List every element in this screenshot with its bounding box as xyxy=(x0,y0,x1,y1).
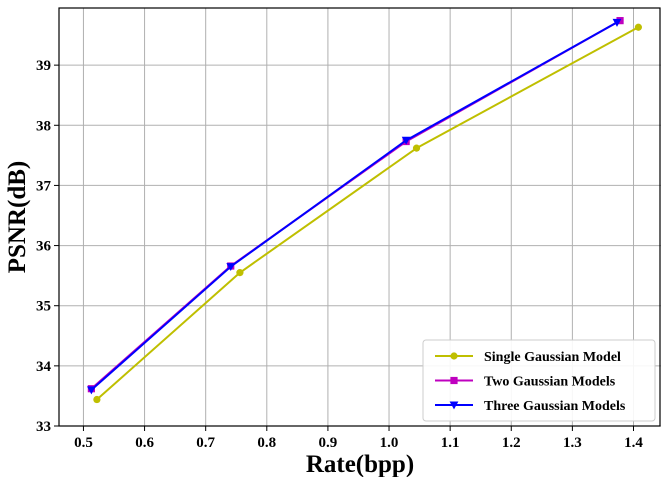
legend-marker xyxy=(450,376,458,385)
x-tick-label: 1.1 xyxy=(441,435,460,451)
series-layer xyxy=(86,17,642,404)
legend-label: Two Gaussian Models xyxy=(484,375,616,390)
y-tick-label: 37 xyxy=(36,178,52,194)
x-tick-label: 1.4 xyxy=(624,435,643,451)
legend-label: Single Gaussian Model xyxy=(484,350,621,365)
legend-marker xyxy=(449,401,459,410)
x-tick-label: 1.0 xyxy=(380,435,399,451)
legend-label: Three Gaussian Models xyxy=(484,399,626,414)
x-tick-label: 1.2 xyxy=(502,435,521,451)
x-axis-label: Rate(bpp) xyxy=(306,451,414,477)
data-point xyxy=(401,136,411,145)
x-tick-label: 0.8 xyxy=(257,435,276,451)
plot-frame xyxy=(58,7,661,427)
y-tick-label: 39 xyxy=(36,58,51,74)
x-tick-label: 0.6 xyxy=(135,435,154,451)
data-point xyxy=(634,23,642,31)
series-1 xyxy=(93,23,642,404)
legend-box xyxy=(422,339,656,422)
data-point xyxy=(93,395,101,404)
legend-item: Single Gaussian Model xyxy=(435,350,621,365)
x-tick-label: 0.7 xyxy=(196,435,215,451)
legend: Single Gaussian Model Two Gaussian Models… xyxy=(422,339,656,422)
x-tick-label: 1.3 xyxy=(563,435,582,451)
y-tick-label: 33 xyxy=(36,419,51,435)
series-line xyxy=(90,21,618,391)
y-tick-label: 38 xyxy=(36,118,51,134)
y-tick-label: 36 xyxy=(36,239,52,255)
legend-item: Three Gaussian Models xyxy=(435,399,626,414)
data-point xyxy=(412,144,421,152)
data-point xyxy=(86,386,96,395)
y-tick-label: 35 xyxy=(36,299,51,315)
series-3 xyxy=(86,18,622,395)
x-tick-label: 0.9 xyxy=(319,435,338,451)
data-point xyxy=(236,269,244,277)
legend-marker xyxy=(450,352,458,360)
y-tick-label: 34 xyxy=(36,359,52,375)
y-axis-label: PSNR(dB) xyxy=(4,161,31,274)
data-point xyxy=(612,18,622,27)
tick-layer: 0.5 0.6 0.7 0.8 0.9 1.0 1.1 1.2 1.3 1.4 33 34 35 36 37… xyxy=(36,58,643,451)
legend-item: Two Gaussian Models xyxy=(435,375,616,390)
data-point xyxy=(226,263,236,272)
x-tick-label: 0.5 xyxy=(74,435,93,451)
series-line xyxy=(96,26,639,401)
